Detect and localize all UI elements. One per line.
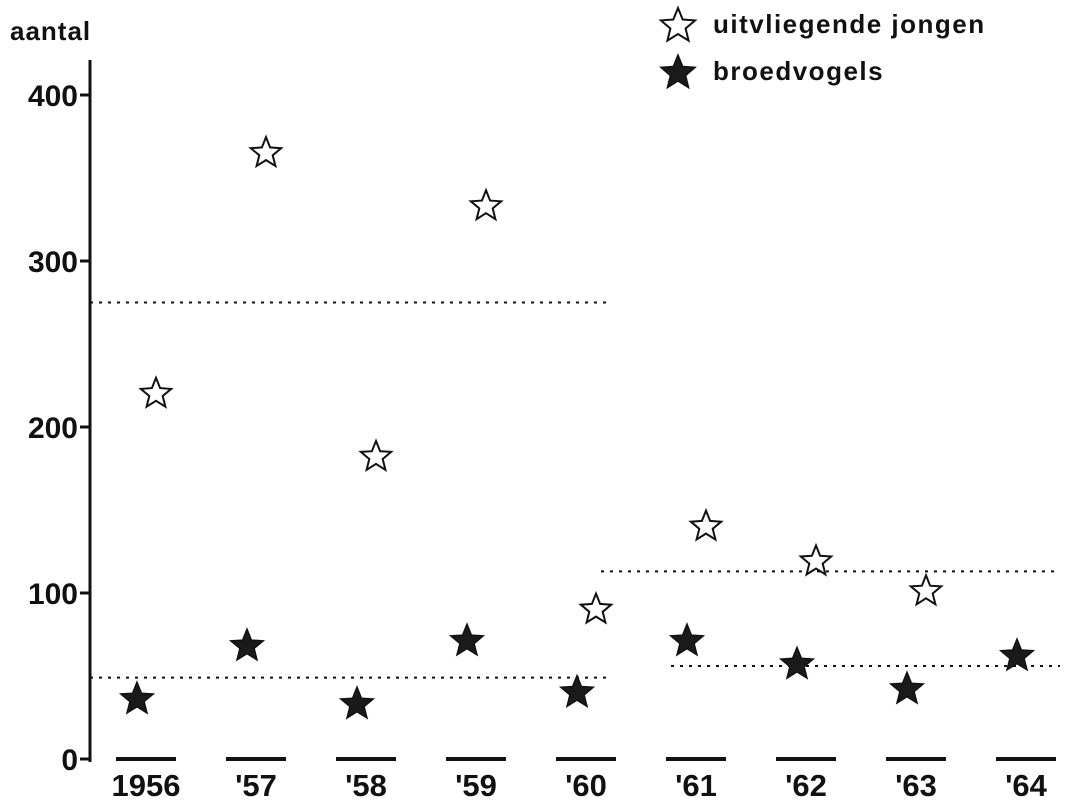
point-uitvliegende-jongen-61 (688, 507, 724, 542)
y-tick-label-0: 0 (61, 744, 78, 777)
point-broedvogels-1956 (118, 680, 156, 715)
legend-open-star-shape (658, 5, 698, 43)
x-tick-label-59: '59 (455, 768, 497, 803)
y-axis-ticks: 0 100 200 300 400 (28, 80, 90, 777)
x-tick-label-1956: 1956 (112, 768, 181, 803)
point-broedvogels-59 (448, 622, 486, 657)
x-tick-label-58: '58 (345, 768, 387, 803)
point-broedvogels-62 (778, 645, 816, 680)
point-broedvogels-64 (998, 637, 1036, 672)
x-axis-labels: 1956 '57 '58 '59 '60 '61 '62 '63 '64 (112, 768, 1048, 803)
x-tick-label-60: '60 (565, 768, 607, 803)
x-tick-label-57: '57 (235, 768, 277, 803)
point-uitvliegende-jongen-59 (468, 187, 504, 222)
legend-filled-star-icon (659, 53, 697, 90)
point-broedvogels-63 (888, 670, 926, 705)
legend-label-uitvliegende-jongen: uitvliegende jongen (713, 9, 986, 39)
point-uitvliegende-jongen-57 (248, 134, 284, 169)
point-uitvliegende-jongen-63 (908, 572, 944, 607)
y-tick-label-300: 300 (28, 246, 78, 279)
y-axis-label: aantal (10, 16, 91, 46)
x-tick-label-62: '62 (785, 768, 827, 803)
x-tick-label-64: '64 (1005, 768, 1048, 803)
point-broedvogels-61 (668, 622, 706, 657)
point-uitvliegende-jongen-1956 (138, 375, 174, 409)
point-broedvogels-60 (558, 673, 596, 709)
x-tick-label-63: '63 (895, 768, 937, 803)
point-broedvogels-57 (228, 627, 266, 662)
point-uitvliegende-jongen-62 (798, 542, 834, 577)
legend-filled-star-shape (659, 53, 697, 90)
point-broedvogels-58 (338, 685, 376, 720)
point-uitvliegende-jongen-60 (578, 590, 614, 625)
legend-label-broedvogels: broedvogels (713, 56, 884, 86)
y-tick-label-200: 200 (28, 412, 78, 445)
y-tick-label-400: 400 (28, 80, 78, 113)
point-uitvliegende-jongen-58 (358, 438, 394, 472)
data-points (118, 134, 1036, 720)
legend-open-star-icon (658, 5, 698, 43)
mean-lines (90, 301, 1060, 679)
legend: uitvliegende jongen broedvogels (658, 5, 986, 90)
x-tick-label-61: '61 (675, 768, 717, 803)
y-tick-label-100: 100 (28, 578, 78, 611)
